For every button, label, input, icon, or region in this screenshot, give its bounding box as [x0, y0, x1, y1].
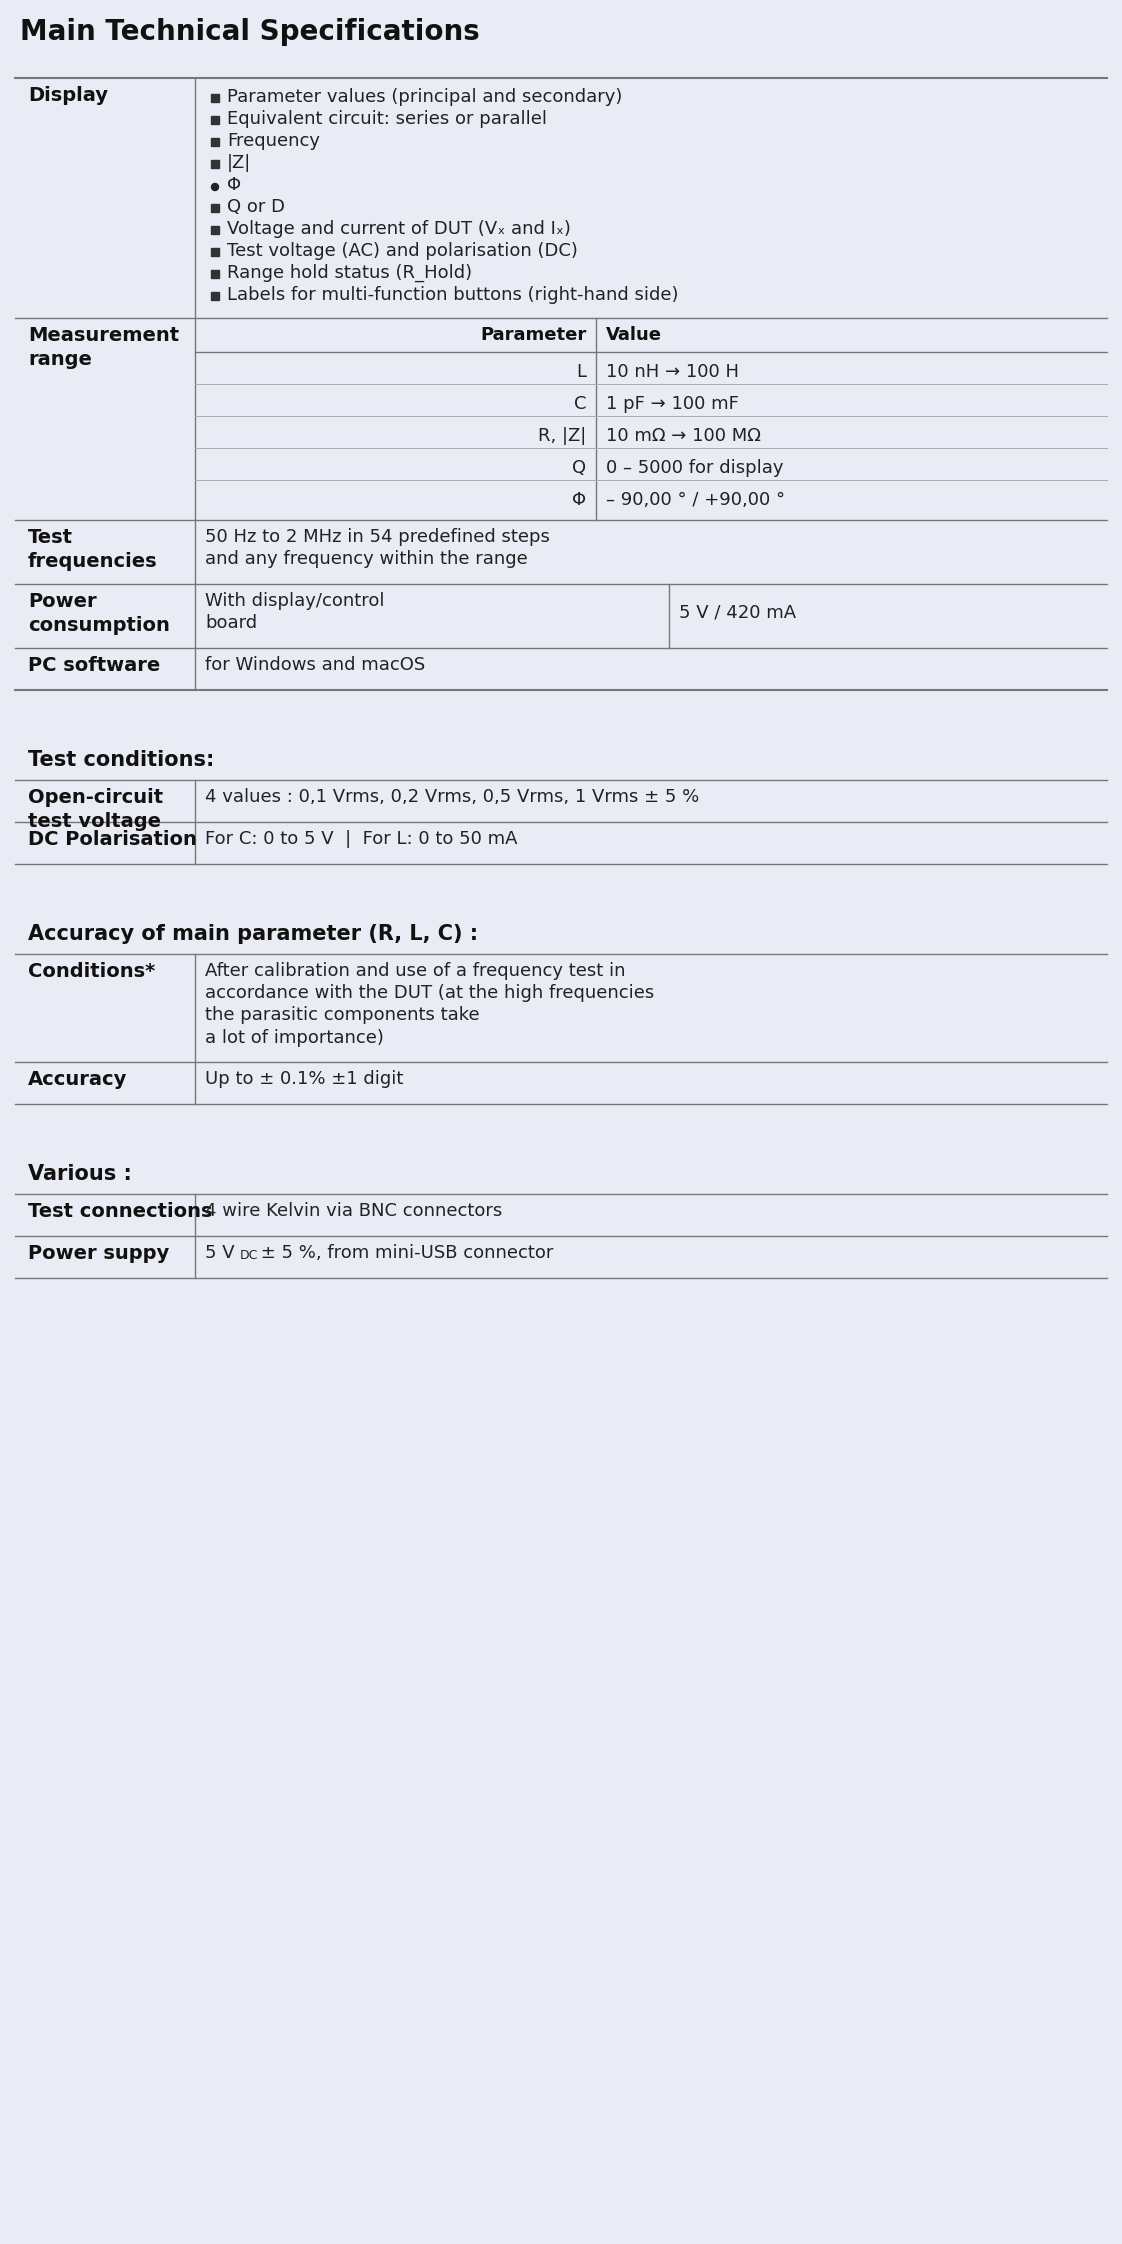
Text: Parameter values (principal and secondary): Parameter values (principal and secondar… — [227, 88, 623, 105]
Bar — [211, 204, 219, 211]
Text: 4 wire Kelvin via BNC connectors: 4 wire Kelvin via BNC connectors — [205, 1203, 503, 1221]
Text: Φ: Φ — [227, 175, 241, 193]
Text: Value: Value — [606, 325, 662, 343]
Text: 50 Hz to 2 MHz in 54 predefined steps
and any frequency within the range: 50 Hz to 2 MHz in 54 predefined steps an… — [205, 527, 550, 568]
Text: 5 V: 5 V — [205, 1243, 234, 1261]
Text: Parameter: Parameter — [480, 325, 587, 343]
Text: DC Polarisation: DC Polarisation — [28, 830, 196, 848]
Text: for Windows and macOS: for Windows and macOS — [205, 655, 425, 673]
Text: 5 V / 420 mA: 5 V / 420 mA — [679, 604, 797, 622]
Text: 10 mΩ → 100 MΩ: 10 mΩ → 100 MΩ — [606, 426, 761, 444]
Bar — [211, 137, 219, 146]
Text: Power suppy: Power suppy — [28, 1243, 169, 1263]
Text: 10 nH → 100 H: 10 nH → 100 H — [606, 364, 739, 381]
Text: Test conditions:: Test conditions: — [28, 749, 214, 770]
Text: Up to ± 0.1% ±1 digit: Up to ± 0.1% ±1 digit — [205, 1070, 404, 1088]
Text: After calibration and use of a frequency test in
accordance with the DUT (at the: After calibration and use of a frequency… — [205, 963, 654, 1046]
Text: 1 pF → 100 mF: 1 pF → 100 mF — [606, 395, 739, 413]
Bar — [211, 269, 219, 278]
Text: Φ: Φ — [572, 491, 587, 509]
Text: Main Technical Specifications: Main Technical Specifications — [20, 18, 480, 45]
Text: ± 5 %, from mini-USB connector: ± 5 %, from mini-USB connector — [255, 1243, 553, 1261]
Text: |Z|: |Z| — [227, 155, 251, 173]
Text: PC software: PC software — [28, 655, 160, 675]
Text: R, |Z|: R, |Z| — [539, 426, 587, 444]
Bar — [211, 292, 219, 301]
Text: Various :: Various : — [28, 1165, 132, 1185]
Bar — [211, 94, 219, 101]
Text: Test voltage (AC) and polarisation (DC): Test voltage (AC) and polarisation (DC) — [227, 242, 578, 260]
Text: Test connections: Test connections — [28, 1203, 212, 1221]
Text: Labels for multi-function buttons (right-hand side): Labels for multi-function buttons (right… — [227, 285, 679, 303]
Text: Accuracy: Accuracy — [28, 1070, 128, 1088]
Text: Open-circuit
test voltage: Open-circuit test voltage — [28, 788, 163, 830]
Text: DC: DC — [240, 1250, 258, 1261]
Text: Range hold status (R_Hold): Range hold status (R_Hold) — [227, 265, 472, 283]
Text: Q or D: Q or D — [227, 197, 285, 215]
Text: 0 – 5000 for display: 0 – 5000 for display — [606, 460, 784, 478]
Text: For C: 0 to 5 V  |  For L: 0 to 50 mA: For C: 0 to 5 V | For L: 0 to 50 mA — [205, 830, 517, 848]
Text: With display/control
board: With display/control board — [205, 592, 385, 633]
Bar — [211, 227, 219, 233]
Text: Frequency: Frequency — [227, 132, 320, 150]
Text: Equivalent circuit: series or parallel: Equivalent circuit: series or parallel — [227, 110, 548, 128]
Text: Test
frequencies: Test frequencies — [28, 527, 157, 570]
Text: Display: Display — [28, 85, 108, 105]
Bar — [211, 159, 219, 168]
Bar — [211, 117, 219, 123]
Text: Q: Q — [572, 460, 587, 478]
Bar — [211, 249, 219, 256]
Text: Conditions*: Conditions* — [28, 963, 155, 981]
Circle shape — [212, 184, 219, 191]
Text: Accuracy of main parameter (R, L, C) :: Accuracy of main parameter (R, L, C) : — [28, 925, 478, 945]
Text: L: L — [577, 364, 587, 381]
Text: – 90,00 ° / +90,00 °: – 90,00 ° / +90,00 ° — [606, 491, 785, 509]
Text: Measurement
range: Measurement range — [28, 325, 180, 368]
Text: Voltage and current of DUT (Vₓ and Iₓ): Voltage and current of DUT (Vₓ and Iₓ) — [227, 220, 571, 238]
Text: 4 values : 0,1 Vrms, 0,2 Vrms, 0,5 Vrms, 1 Vrms ± 5 %: 4 values : 0,1 Vrms, 0,2 Vrms, 0,5 Vrms,… — [205, 788, 699, 806]
Text: C: C — [573, 395, 587, 413]
Text: Power
consumption: Power consumption — [28, 592, 169, 635]
